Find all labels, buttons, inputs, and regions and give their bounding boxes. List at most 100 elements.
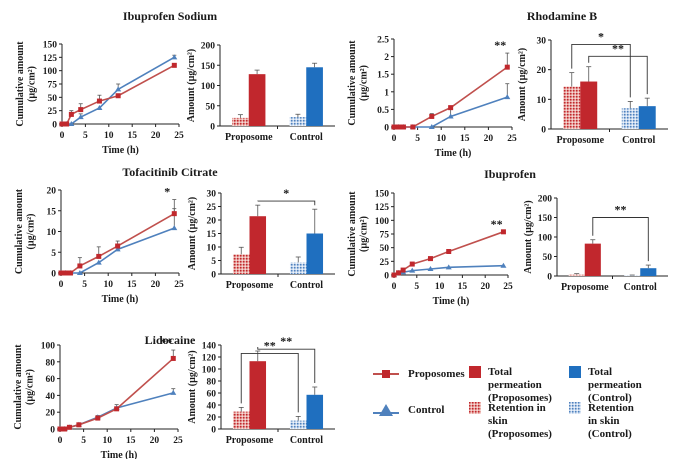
bar-retention-control: [624, 275, 641, 276]
x-tick-label: 0: [59, 280, 64, 290]
y-tick-label: 80: [207, 378, 217, 388]
significance-marker: **: [280, 334, 292, 348]
x-tick-label: 0: [60, 131, 65, 141]
x-tick-label: 10: [435, 282, 445, 292]
category-label: Proposome: [225, 132, 273, 143]
significance-bracket: **: [257, 334, 316, 383]
panel-ibuprofen: Ibuprofen 0 25 50 75 100 125 150 0 5 10 15 20 25 Time …: [347, 167, 668, 307]
significance-marker: **: [160, 335, 172, 349]
category-label: Control: [622, 135, 655, 146]
y-axis-label: Cumulative amount(µg/cm²): [14, 188, 37, 274]
bar-retention-control: [289, 262, 307, 274]
x-tick-label: 25: [503, 282, 513, 292]
y-tick-label: 2: [384, 53, 389, 63]
y-axis-label-line2: (µg/cm²): [359, 216, 370, 252]
y-tick-label: 100: [41, 342, 56, 352]
panel-title: Ibuprofen Sodium: [123, 9, 217, 23]
y-tick-label: 100: [201, 82, 216, 92]
data-point-triangle: [500, 262, 507, 268]
significance-marker: *: [598, 29, 604, 43]
y-axis-label: Amount (µg/cm²): [187, 197, 198, 270]
y-tick-label: 50: [380, 244, 390, 254]
solid-blue-swatch-icon: [569, 366, 581, 378]
line-chart: 0 20 40 60 80 100 0 5 10 15 20 25 Time (h) Cumulative…: [13, 335, 183, 459]
y-tick-label: 0: [384, 124, 389, 134]
category-label: Control: [290, 435, 323, 446]
bracket-line: [240, 352, 299, 413]
x-tick-label: 15: [126, 436, 136, 446]
data-point-triangle: [76, 270, 83, 275]
panel-ibuprofen-sodium: Ibuprofen Sodium 0 25 50 75 100 125 150 0 5 10 15 20…: [15, 9, 335, 156]
y-axis-label: Cumulative amount(µg/cm²): [347, 40, 370, 126]
x-tick-label: 15: [460, 134, 470, 144]
y-tick-label: 20: [47, 187, 57, 197]
x-axis-label: Time (h): [433, 296, 470, 307]
panel-title: Tofacitinib Citrate: [122, 165, 218, 179]
y-tick-label: 25: [380, 258, 390, 268]
bar-retention-control: [621, 108, 639, 129]
line-chart: 0 25 50 75 100 125 150 0 5 10 15 20 25 Time (h) Cumula…: [15, 41, 184, 157]
y-tick-label: 10: [207, 244, 217, 254]
line-chart: 0 5 10 15 20 0 5 10 15 20 25 Time (h) Cumulative amo…: [14, 185, 184, 305]
data-point-square: [58, 270, 64, 276]
bar-total-proposome: [580, 81, 598, 129]
y-tick-label: 10: [537, 96, 547, 106]
data-point-square: [500, 229, 506, 235]
data-point-triangle: [95, 259, 102, 265]
legend-label-retention-control: Retention in skin (Control): [588, 402, 634, 440]
y-tick-label: 0: [50, 426, 55, 436]
data-point-square: [62, 426, 68, 432]
significance-marker: **: [491, 217, 503, 231]
data-point-triangle: [409, 267, 416, 273]
y-tick-label: 0: [210, 123, 215, 133]
y-tick-label: 120: [202, 354, 217, 364]
y-axis-label: Cumulative amount(µg/cm²): [13, 344, 36, 430]
data-point-square: [96, 253, 102, 259]
data-point-square: [67, 270, 73, 276]
category-label: Proposome: [226, 280, 274, 291]
y-tick-label: 140: [202, 342, 217, 352]
x-tick-label: 20: [150, 436, 160, 446]
bracket-line: [592, 217, 649, 262]
x-tick-label: 10: [436, 134, 446, 144]
data-point-square: [96, 98, 102, 104]
data-point-square: [504, 64, 510, 70]
panel-title: Rhodamine B: [527, 9, 597, 23]
data-point-square: [76, 422, 82, 428]
data-point-square: [78, 107, 84, 113]
panel-rhodamine-b: Rhodamine B 0 0.5 1 1.5 2 2.5 0 5 10 15 20 25 Time (h…: [347, 9, 668, 159]
bar-retention-control: [289, 117, 307, 126]
significance-marker: **: [612, 41, 624, 55]
line-chart: 0 25 50 75 100 125 150 0 5 10 15 20 25 Time (h) Cumula…: [347, 190, 513, 308]
data-point-square: [115, 243, 121, 249]
x-tick-label: 10: [104, 131, 114, 141]
x-axis-label: Time (h): [101, 450, 138, 459]
data-point-triangle: [96, 105, 103, 110]
y-tick-label: 0: [547, 273, 552, 283]
series-proposomes: [58, 199, 177, 276]
data-point-triangle: [427, 265, 434, 271]
data-point-triangle: [504, 94, 511, 100]
data-point-square: [427, 256, 433, 262]
y-tick-label: 75: [380, 231, 390, 241]
bar-retention-control: [289, 420, 307, 429]
y-tick-label: 125: [375, 203, 390, 213]
bar-retention-proposome: [563, 86, 581, 129]
y-tick-label: 0: [51, 270, 56, 280]
y-tick-label: 75: [48, 81, 58, 91]
significance-marker: *: [283, 186, 289, 200]
y-axis-label: Cumulative amount(µg/cm²): [15, 41, 38, 127]
bar-retention-proposome: [232, 254, 250, 274]
y-tick-label: 150: [538, 214, 553, 224]
x-tick-label: 25: [174, 131, 184, 141]
bar-total-control: [640, 268, 657, 276]
x-tick-label: 0: [58, 436, 63, 446]
y-tick-label: 5: [211, 257, 216, 267]
y-tick-label: 0: [52, 121, 57, 131]
data-point-square: [429, 113, 435, 119]
y-tick-label: 25: [48, 107, 58, 117]
y-tick-label: 60: [46, 375, 56, 385]
bar-chart: 0 50 100 150 200 Proposome Control Amount (µg/c…: [523, 195, 668, 293]
category-label: Proposome: [226, 435, 274, 446]
y-tick-label: 30: [537, 37, 547, 47]
